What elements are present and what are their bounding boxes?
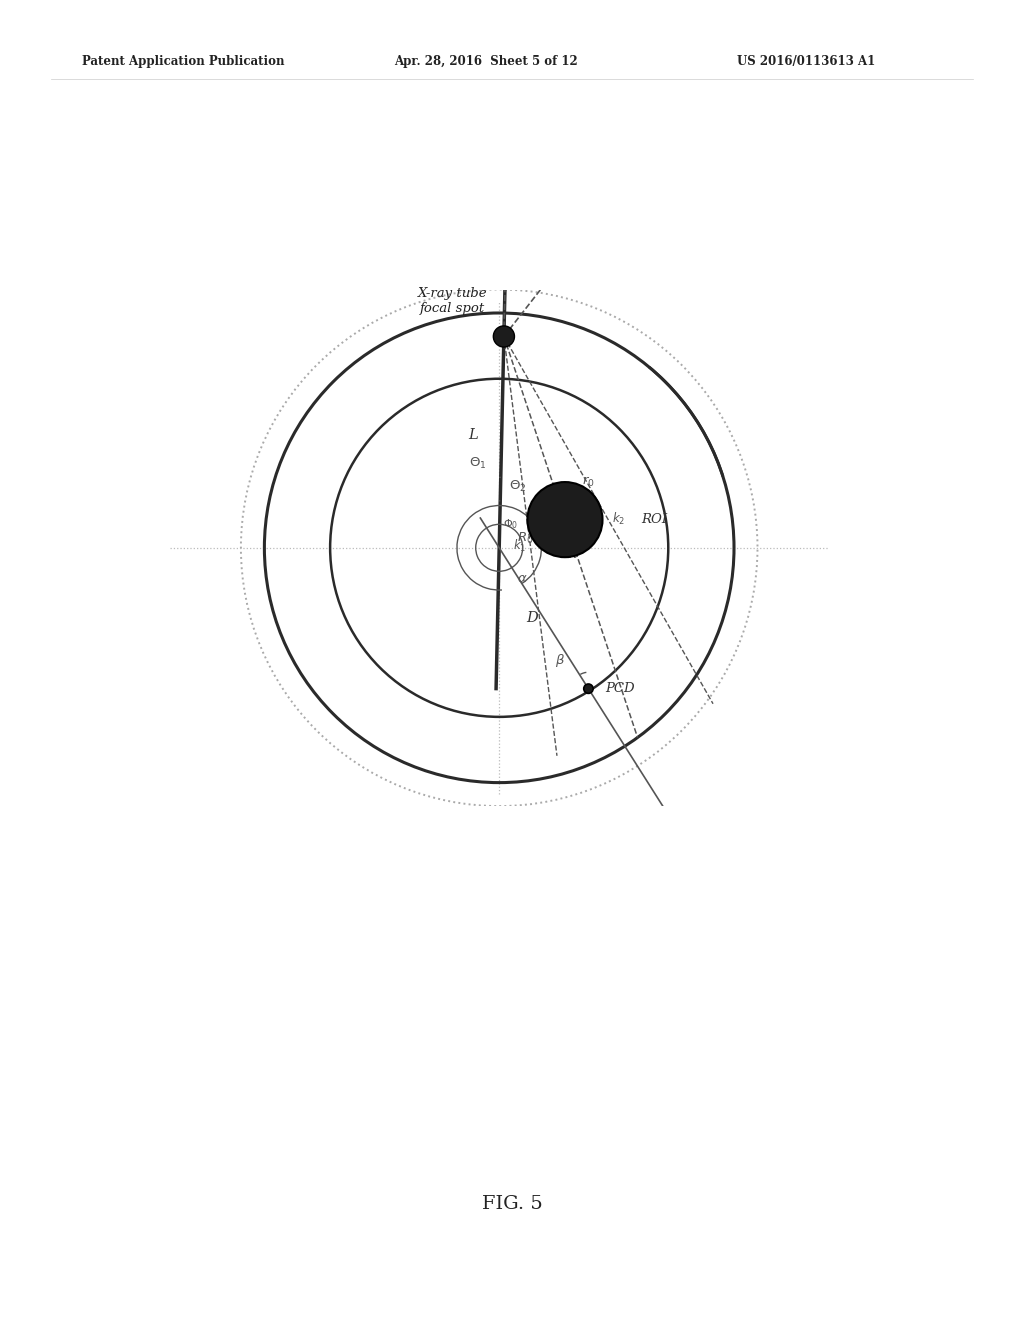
Text: $\delta$: $\delta$ [563, 520, 572, 533]
Text: PCD: PCD [605, 682, 635, 696]
Text: $\Phi_0$: $\Phi_0$ [504, 517, 518, 531]
Text: $r_0$: $r_0$ [582, 475, 595, 490]
Circle shape [527, 482, 602, 557]
Text: $k_1$: $k_1$ [513, 539, 526, 554]
Text: k: k [568, 548, 575, 561]
Text: Patent Application Publication: Patent Application Publication [82, 55, 285, 69]
Text: D: D [526, 611, 539, 626]
Text: X-ray tube
focal spot: X-ray tube focal spot [418, 288, 487, 315]
Text: $\beta$: $\beta$ [555, 652, 565, 669]
Text: ROI: ROI [641, 513, 668, 527]
Text: Apr. 28, 2016  Sheet 5 of 12: Apr. 28, 2016 Sheet 5 of 12 [394, 55, 578, 69]
Text: $\Theta_2$: $\Theta_2$ [509, 479, 526, 494]
Text: US 2016/0113613 A1: US 2016/0113613 A1 [737, 55, 876, 69]
Text: $R_0$: $R_0$ [517, 531, 534, 546]
Text: $k_2$: $k_2$ [612, 511, 626, 528]
Text: $\alpha$: $\alpha$ [517, 572, 528, 585]
Text: $\Theta_1$: $\Theta_1$ [469, 455, 486, 471]
Circle shape [584, 684, 593, 693]
Text: L: L [469, 428, 478, 442]
Text: FIG. 5: FIG. 5 [481, 1195, 543, 1213]
Circle shape [494, 326, 514, 347]
